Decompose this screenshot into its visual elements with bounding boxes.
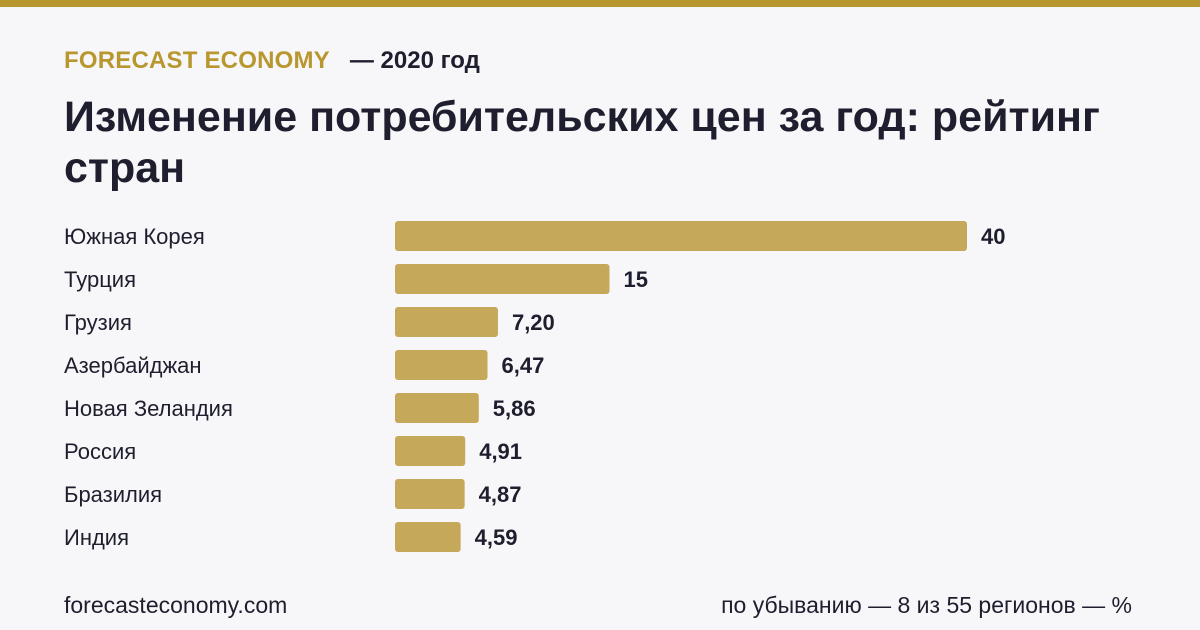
value-label: 4,87: [479, 482, 522, 507]
value-label: 5,86: [493, 396, 536, 421]
bar: [395, 264, 610, 294]
footer-site: forecasteconomy.com: [64, 592, 288, 618]
page-title: Изменение потребительских цен за год: ре…: [64, 93, 1100, 192]
bar: [395, 393, 479, 423]
year-label: — 2020 год: [349, 47, 480, 74]
header: FORECAST ECONOMY — 2020 год: [64, 46, 480, 76]
bar: [395, 479, 465, 509]
value-label: 7,20: [512, 310, 555, 335]
category-label: Индия: [64, 525, 129, 550]
footer-note: по убыванию — 8 из 55 регионов — %: [721, 592, 1132, 618]
category-label: Грузия: [64, 310, 132, 335]
bar: [395, 350, 488, 380]
value-label: 6,47: [502, 353, 545, 378]
bar: [395, 221, 967, 251]
value-label: 15: [624, 267, 648, 292]
top-accent-bar: [0, 0, 1200, 7]
bar: [395, 307, 498, 337]
value-label: 4,59: [475, 525, 518, 550]
bar: [395, 522, 461, 552]
category-label: Азербайджан: [64, 353, 202, 378]
category-label: Россия: [64, 439, 136, 464]
value-label: 4,91: [479, 439, 522, 464]
bar: [395, 436, 466, 466]
value-label: 40: [981, 224, 1005, 249]
category-label: Бразилия: [64, 482, 162, 507]
category-label: Новая Зеландия: [64, 396, 233, 421]
brand-label: FORECAST ECONOMY: [64, 47, 330, 74]
category-label: Южная Корея: [64, 224, 205, 249]
category-label: Турция: [64, 267, 136, 292]
